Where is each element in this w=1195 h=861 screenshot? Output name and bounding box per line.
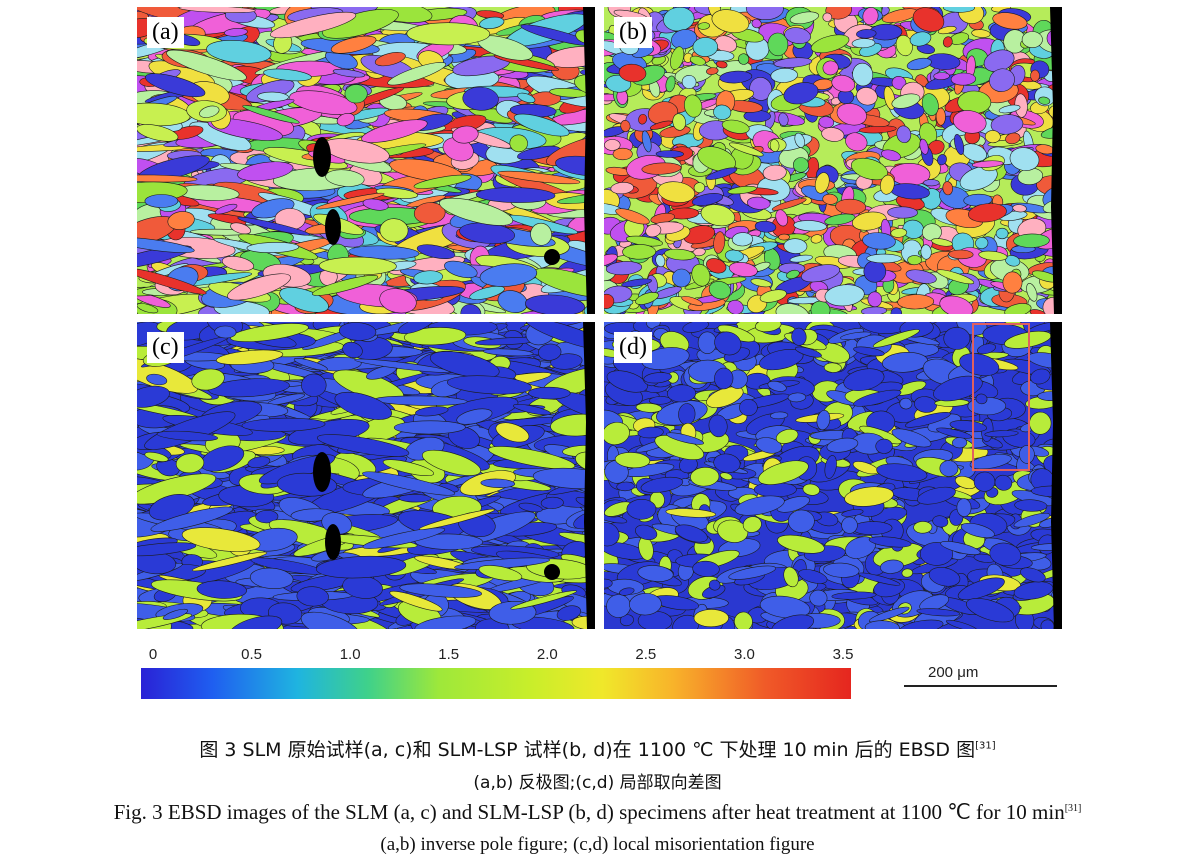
caption-zh-title: 图 3 SLM 原始试样(a, c)和 SLM-LSP 试样(b, d)在 11… [199,739,976,761]
ebsd-panel-b-ipf: (b) [604,7,1062,314]
caption-zh-line2: (a,b) 反极图;(c,d) 局部取向差图 [473,773,722,793]
ebsd-panel-d-kam: (d) [604,322,1062,629]
colorbar-tick-label: 1.0 [339,646,361,663]
scale-bar-label: 200 μm [928,664,979,681]
colorbar-tick-label: 2.5 [635,646,657,663]
caption-zh-ref: [31] [975,740,996,752]
colorbar-tick-label: 1.5 [438,646,460,663]
kam-map-c [137,322,595,629]
misorientation-colorbar [141,668,851,699]
colorbar-tick-label: 0 [148,646,158,663]
colorbar-tick-label: 0.5 [241,646,262,663]
caption-zh-line1: 图 3 SLM 原始试样(a, c)和 SLM-LSP 试样(b, d)在 11… [0,735,1195,762]
colorbar-tick-label: 3.5 [832,646,854,663]
ebsd-panel-c-kam: (c) [137,322,595,629]
panel-label-b: (b) [614,17,652,48]
caption-en-title: Fig. 3 EBSD images of the SLM (a, c) and… [113,800,1065,824]
ebsd-panel-a-ipf: (a) [137,7,595,314]
panel-label-d: (d) [614,332,652,363]
colorbar-tick-label: 2.0 [536,646,558,663]
kam-map-d [604,322,1062,629]
ipf-map-a [137,7,595,314]
caption-en-ref: [31] [1064,803,1082,814]
caption-en-line1: Fig. 3 EBSD images of the SLM (a, c) and… [0,800,1195,825]
panel-label-a: (a) [147,17,184,48]
scale-bar-line [904,685,1057,687]
panel-label-c: (c) [147,332,184,363]
caption-en-line2: (a,b) inverse pole figure; (c,d) local m… [380,834,815,855]
ipf-map-b [604,7,1062,314]
colorbar-tick-label: 3.0 [733,646,755,663]
